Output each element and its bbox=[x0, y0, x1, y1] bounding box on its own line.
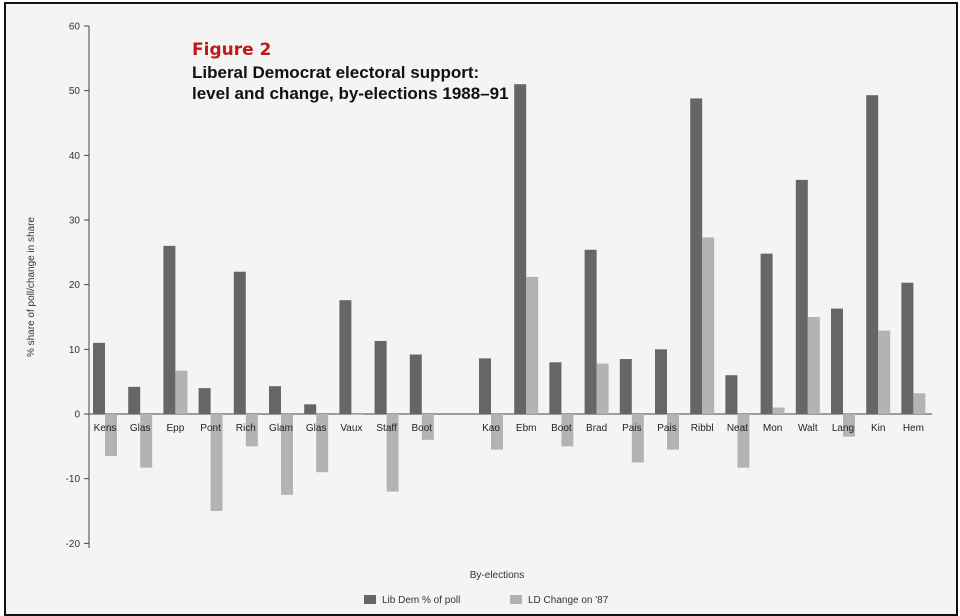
bar-lib-dem bbox=[831, 308, 843, 414]
x-tick-label: Staff bbox=[376, 423, 397, 434]
x-tick-label: Glas bbox=[306, 423, 327, 434]
bar-lib-dem bbox=[128, 386, 141, 414]
bar-lib-dem bbox=[901, 282, 914, 414]
bar-ld-change bbox=[631, 414, 644, 463]
x-tick-label: Glas bbox=[130, 423, 151, 434]
bar-lib-dem bbox=[795, 179, 808, 414]
legend-label-lib-dem: Lib Dem % of poll bbox=[382, 595, 460, 606]
y-tick-label: 0 bbox=[74, 410, 80, 421]
bar-lib-dem bbox=[339, 300, 352, 414]
bar-lib-dem bbox=[690, 98, 703, 414]
bar-lib-dem bbox=[549, 362, 562, 414]
x-tick-label: Glam bbox=[269, 423, 293, 434]
x-tick-label: Kao bbox=[482, 423, 500, 434]
bar-ld-change bbox=[913, 393, 926, 414]
legend-label-ld-change: LD Change on '87 bbox=[528, 595, 609, 606]
x-tick-label: Epp bbox=[167, 423, 185, 434]
bar-lib-dem bbox=[619, 359, 632, 414]
y-tick-label: 40 bbox=[69, 151, 81, 162]
x-tick-label: Boot bbox=[551, 423, 572, 434]
bar-ld-change bbox=[702, 237, 715, 414]
bar-ld-change bbox=[561, 414, 574, 447]
y-tick-label: 10 bbox=[69, 345, 81, 356]
legend-swatch-lib-dem bbox=[364, 595, 376, 604]
x-tick-label: Ribbl bbox=[691, 423, 714, 434]
x-tick-label: Rich bbox=[236, 423, 256, 434]
y-tick-label: 30 bbox=[69, 216, 81, 227]
x-axis-title: By-elections bbox=[470, 570, 524, 581]
bar-lib-dem bbox=[269, 386, 281, 414]
bar-ld-change bbox=[491, 414, 503, 450]
bar-ld-change bbox=[105, 414, 117, 457]
y-tick-label: 60 bbox=[69, 22, 81, 33]
x-tick-label: Walt bbox=[798, 423, 818, 434]
bar-lib-dem bbox=[93, 342, 105, 414]
bar-ld-change bbox=[245, 414, 258, 447]
bar-ld-change bbox=[175, 370, 188, 414]
bar-ld-change bbox=[351, 414, 364, 415]
bar-ld-change bbox=[807, 317, 820, 414]
x-tick-label: Boot bbox=[412, 423, 433, 434]
bar-ld-change bbox=[843, 414, 855, 437]
bar-ld-change bbox=[386, 414, 399, 492]
y-tick-group: -20 -10 0 10 20 30 40 50 60 bbox=[66, 22, 89, 550]
x-tick-label: Kens bbox=[94, 423, 117, 434]
figure-label: Figure 2 bbox=[192, 40, 272, 60]
y-tick-label: 50 bbox=[69, 86, 81, 97]
bar-ld-change bbox=[878, 330, 891, 414]
y-axis-title: % share of poll/change in share bbox=[26, 217, 37, 358]
x-tick-label: Ebm bbox=[516, 423, 537, 434]
x-tick-label: Pont bbox=[200, 423, 221, 434]
y-tick-label: -20 bbox=[66, 539, 81, 550]
x-tick-label: Mon bbox=[763, 423, 782, 434]
bar-lib-dem bbox=[866, 95, 879, 415]
x-tick-label: Kin bbox=[871, 423, 885, 434]
bar-lib-dem bbox=[479, 358, 491, 414]
bar-ld-change bbox=[421, 414, 434, 440]
bar-lib-dem bbox=[163, 245, 176, 414]
bar-group bbox=[93, 84, 926, 511]
bar-ld-change bbox=[210, 414, 223, 511]
legend: Lib Dem % of poll LD Change on '87 bbox=[364, 595, 609, 606]
x-tick-label: Brad bbox=[586, 423, 607, 434]
bar-ld-change bbox=[772, 407, 785, 414]
y-tick-label: 20 bbox=[69, 280, 81, 291]
x-tick-label: Pais bbox=[657, 423, 676, 434]
bar-lib-dem bbox=[233, 271, 246, 414]
bar-ld-change bbox=[737, 414, 750, 468]
bar-ld-change bbox=[316, 414, 329, 473]
bar-lib-dem bbox=[409, 354, 422, 414]
bar-lib-dem bbox=[655, 349, 667, 414]
bar-lib-dem bbox=[760, 253, 773, 414]
x-tick-label: Vaux bbox=[340, 423, 362, 434]
x-tick-group: Kens Glas Epp Pont Rich Glam Glas Vaux Staff Boot… bbox=[94, 423, 924, 434]
bar-lib-dem bbox=[304, 404, 317, 414]
x-tick-label: Pais bbox=[622, 423, 641, 434]
bar-lib-dem bbox=[584, 249, 597, 414]
legend-swatch-ld-change bbox=[510, 595, 522, 604]
bar-ld-change bbox=[140, 414, 153, 468]
bar-ld-change bbox=[667, 414, 679, 450]
bar-ld-change bbox=[526, 276, 539, 414]
bar-ld-change bbox=[596, 363, 609, 414]
bar-lib-dem bbox=[514, 84, 527, 414]
y-tick-label: -10 bbox=[66, 474, 81, 485]
x-tick-label: Hem bbox=[903, 423, 924, 434]
bar-ld-change bbox=[281, 414, 293, 495]
bar-lib-dem bbox=[198, 388, 211, 414]
x-tick-label: Lang bbox=[832, 423, 854, 434]
figure-caption: Figure 2 Liberal Democrat electoral supp… bbox=[192, 40, 512, 104]
bar-lib-dem bbox=[725, 375, 738, 414]
figure-title: Liberal Democrat electoral support: leve… bbox=[192, 63, 509, 103]
x-tick-label: Neat bbox=[727, 423, 748, 434]
bar-lib-dem bbox=[374, 340, 387, 414]
